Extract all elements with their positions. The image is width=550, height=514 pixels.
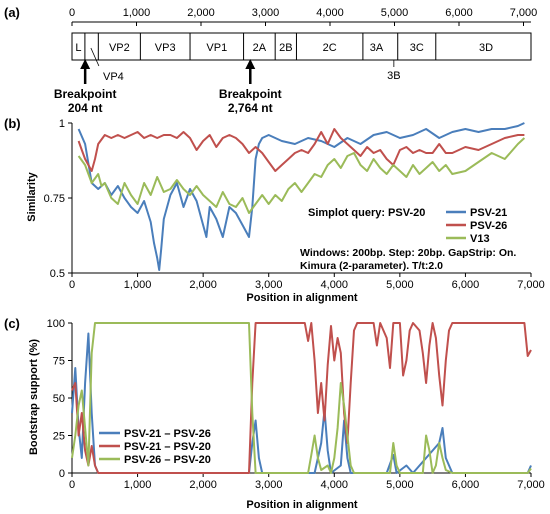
- breakpoint-arrow-head: [80, 59, 91, 69]
- genome-axis-tick-label: 2,000: [187, 7, 215, 19]
- x-axis-tick-label: 7,000: [517, 279, 545, 291]
- breakpoint-position-label: 204 nt: [68, 101, 103, 115]
- y-axis-tick-label: 1: [59, 118, 65, 130]
- legend-entry: PSV-26 – PSV-20: [124, 454, 211, 466]
- genome-segment-label: 2C: [323, 42, 337, 54]
- simplot-settings-line2: Kimura (2-parameter). T/t:2.0: [300, 260, 443, 272]
- breakpoint-position-label: 2,764 nt: [228, 101, 273, 115]
- series-line: [71, 322, 532, 474]
- panel-b-label: (b): [4, 116, 21, 131]
- genome-axis-tick-label: 1,000: [123, 7, 151, 19]
- x-axis-tick-label: 0: [69, 479, 75, 491]
- x-axis-tick-label: 4,000: [321, 279, 349, 291]
- genome-axis-tick-label: 7,000: [510, 7, 538, 19]
- x-axis-tick-label: 2,000: [189, 279, 217, 291]
- genome-segment-label: VP1: [206, 42, 227, 54]
- series-line: [71, 322, 532, 474]
- similarity-series: [77, 122, 526, 271]
- breakpoint-label: Breakpoint: [219, 87, 282, 101]
- y-axis-tick-label: 100: [47, 318, 65, 330]
- vp4-label: VP4: [103, 71, 124, 83]
- x-axis-tick-label: 6,000: [452, 479, 480, 491]
- similarity-axes: 0 1,000 2,000 3,000 4,000 5,000 6,000 7,000 0.5 0…: [44, 118, 545, 291]
- genome-segment-label: VP2: [109, 42, 130, 54]
- similarity-x-axis-label: Position in alignment: [246, 292, 358, 304]
- x-axis-tick-label: 3,000: [255, 279, 283, 291]
- x-axis-tick-label: 3,000: [255, 479, 283, 491]
- panel-b-similarity-plot: (b) 0 1,000 2,000 3,000 4,000 5,000 6,000 7,000…: [4, 116, 545, 304]
- genome-segment-label: VP3: [155, 42, 176, 54]
- series-line: [77, 137, 526, 214]
- series-line: [77, 128, 525, 172]
- genome-axis-ticks: 0 1,000 2,000 3,000 4,000 5,000 6,000 7,000: [69, 7, 537, 26]
- x-axis-tick-label: 4,000: [321, 479, 349, 491]
- genome-segment-label: 3A: [370, 42, 384, 54]
- vp4-leader: [90, 47, 100, 67]
- legend-entry: V13: [470, 233, 490, 245]
- genome-segment-label: 3D: [479, 42, 493, 54]
- x-axis-tick-label: 1,000: [124, 479, 152, 491]
- genome-axis-tick-label: 5,000: [381, 7, 409, 19]
- genome-axis-tick-label: 6,000: [445, 7, 473, 19]
- breakpoint-label: Breakpoint: [54, 87, 117, 101]
- x-axis-tick-label: 7,000: [517, 479, 545, 491]
- series-line: [71, 332, 532, 474]
- 3b-label: 3B: [387, 70, 400, 82]
- genome-segment-label: 3C: [410, 42, 424, 54]
- genome-segment-label: 2A: [253, 42, 267, 54]
- y-axis-tick-label: 0.75: [44, 193, 65, 205]
- x-axis-tick-label: 5,000: [386, 479, 414, 491]
- genome-segment-label: 2B: [279, 42, 292, 54]
- y-axis-tick-label: 25: [53, 431, 65, 443]
- panel-a-label: (a): [4, 5, 20, 20]
- x-axis-tick-label: 0: [69, 279, 75, 291]
- genome-axis-tick-label: 4,000: [316, 7, 344, 19]
- x-axis-tick-label: 2,000: [189, 479, 217, 491]
- x-axis-tick-label: 1,000: [124, 279, 152, 291]
- genome-axis-tick-label: 0: [69, 7, 75, 19]
- breakpoint-arrow-head: [245, 59, 256, 69]
- panel-c-label: (c): [4, 316, 20, 331]
- legend-entry: PSV-21 – PSV-26: [124, 428, 211, 440]
- x-axis-tick-label: 5,000: [386, 279, 414, 291]
- panel-a-genome-map: (a) 0 1,000 2,000 3,000 4,000 5,000 6,000 7,000…: [4, 5, 537, 115]
- simplot-query-label: Simplot query: PSV-20: [308, 207, 425, 219]
- legend-entry: PSV-21 – PSV-20: [124, 441, 211, 453]
- y-axis-tick-label: 50: [53, 393, 65, 405]
- y-axis-tick-label: 0.5: [50, 268, 65, 280]
- x-axis-tick-label: 6,000: [452, 279, 480, 291]
- bootscan-x-axis-label: Position in alignment: [246, 499, 358, 511]
- bootscan-axes: 0 1,000 2,000 3,000 4,000 5,000 6,000 7,000 0 25 5…: [47, 318, 545, 491]
- simplot-settings-line1: Windows: 200bp. Step: 20bp. GapStrip: On…: [300, 247, 516, 259]
- panel-c-bootscan-plot: (c) 0 1,000 2,000 3,000 4,000 5,000 6,000 7,000…: [4, 316, 545, 511]
- bootscan-series: [71, 322, 532, 474]
- genome-segment-label: L: [75, 42, 81, 54]
- genome-segments: L VP2 VP3 VP1 2A 2B 2C 3A 3C 3D VP4 3B: [75, 33, 493, 83]
- series-line: [77, 122, 525, 271]
- bootscan-y-axis-label: Bootstrap support (%): [28, 339, 40, 455]
- legend-entry: PSV-21: [470, 207, 507, 219]
- genome-box: [71, 32, 532, 61]
- legend-entry: PSV-26: [470, 220, 507, 232]
- genome-axis-tick-label: 3,000: [252, 7, 280, 19]
- similarity-y-axis-label: Similarity: [26, 171, 38, 221]
- y-axis-tick-label: 75: [53, 356, 65, 368]
- y-axis-tick-label: 0: [59, 468, 65, 480]
